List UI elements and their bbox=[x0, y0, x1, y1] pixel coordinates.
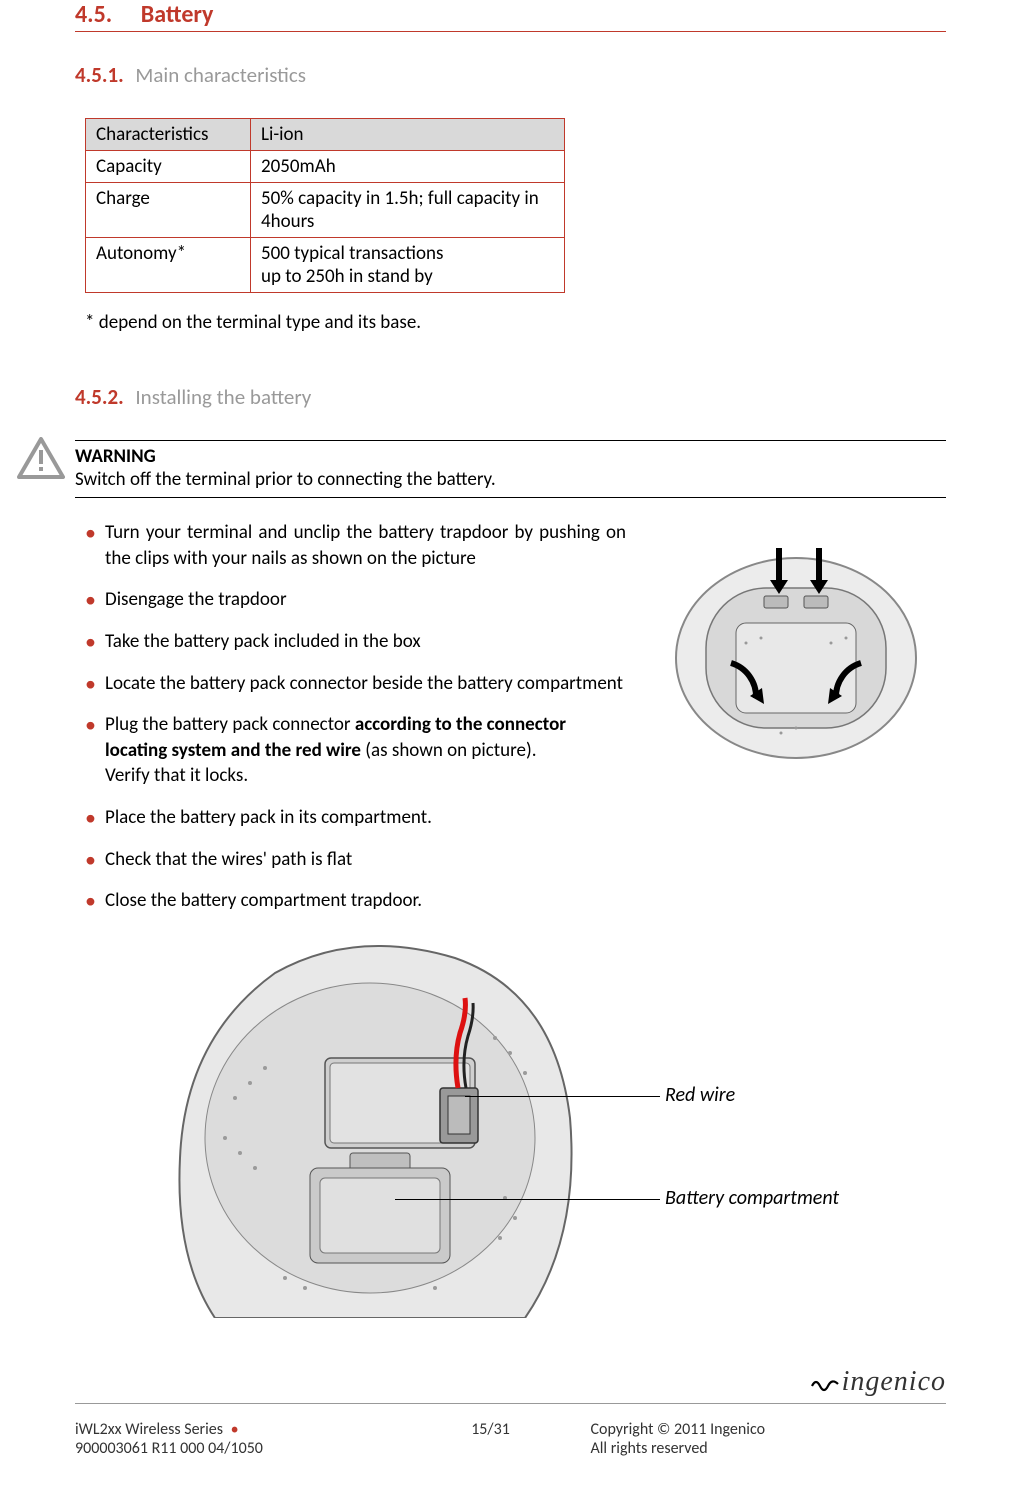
two-column-layout: Turn your terminal and unclip the batter… bbox=[75, 520, 946, 930]
table-cell-value: 2050mAh bbox=[251, 151, 565, 183]
list-item: Disengage the trapdoor bbox=[85, 587, 626, 613]
list-item: Close the battery compartment trapdoor. bbox=[85, 888, 626, 914]
callout-line-batcomp bbox=[395, 1199, 660, 1200]
table-cell-key: Charge bbox=[86, 183, 251, 238]
table-row: Capacity 2050mAh bbox=[86, 151, 565, 183]
step5-suffix: (as shown on picture). bbox=[361, 739, 537, 762]
warning-block: WARNING Switch off the terminal prior to… bbox=[75, 440, 946, 498]
footer-docnum: 900003061 R11 000 04/1050 bbox=[75, 1439, 263, 1458]
warning-title: WARNING bbox=[75, 445, 946, 468]
step5-verify: Verify that it locks. bbox=[105, 764, 248, 787]
table-header-row: Characteristics Li-ion bbox=[86, 119, 565, 151]
warning-icon bbox=[17, 437, 65, 487]
table-row: Charge 50% capacity in 1.5h; full capaci… bbox=[86, 183, 565, 238]
footer-product: iWL2xx Wireless Series bbox=[75, 1420, 223, 1439]
footer-bullet-icon: • bbox=[231, 1420, 239, 1439]
callout-battery-compartment: Battery compartment bbox=[665, 1186, 839, 1210]
table-header-right: Li-ion bbox=[251, 119, 565, 151]
section-number: 4.5. bbox=[75, 0, 112, 29]
footer-rights: All rights reserved bbox=[591, 1439, 708, 1458]
list-item: Check that the wires' path is flat bbox=[85, 847, 626, 873]
subsection-number-1: 4.5.1. bbox=[75, 62, 124, 88]
footer-logo-text: ingenico bbox=[842, 1366, 946, 1397]
callout-line-redwire bbox=[465, 1096, 660, 1097]
footer-center: 15/31 bbox=[431, 1420, 551, 1458]
list-item: Place the battery pack in its compartmen… bbox=[85, 805, 626, 831]
subsection-title-1: Main characteristics bbox=[135, 62, 306, 88]
subsection-number-2: 4.5.2. bbox=[75, 384, 124, 410]
list-item: Turn your terminal and unclip the batter… bbox=[85, 520, 626, 571]
footer-right: Copyright © 2011 Ingenico All rights res… bbox=[551, 1420, 947, 1458]
steps-column: Turn your terminal and unclip the batter… bbox=[75, 520, 626, 930]
install-steps-list: Turn your terminal and unclip the batter… bbox=[75, 520, 626, 914]
subsection-heading-1: 4.5.1. Main characteristics bbox=[75, 62, 946, 88]
step5-prefix: Plug the battery pack connector bbox=[105, 713, 355, 736]
section-title: Battery bbox=[141, 0, 214, 29]
table-cell-value: 500 typical transactions up to 250h in s… bbox=[251, 238, 565, 293]
characteristics-table: Characteristics Li-ion Capacity 2050mAh … bbox=[85, 118, 565, 293]
figure-1-column bbox=[646, 520, 946, 930]
table-header-left: Characteristics bbox=[86, 119, 251, 151]
footer-logo: ingenico bbox=[810, 1366, 946, 1398]
table-footnote: * depend on the terminal type and its ba… bbox=[85, 311, 946, 334]
warning-body: Switch off the terminal prior to connect… bbox=[75, 468, 946, 491]
footer-copyright: Copyright © 2011 Ingenico bbox=[591, 1420, 766, 1439]
table-cell-key: Autonomy* bbox=[86, 238, 251, 293]
figure-2-wrap: Red wire Battery compartment bbox=[155, 938, 855, 1318]
table-cell-key: Capacity bbox=[86, 151, 251, 183]
footer-left: iWL2xx Wireless Series • 900003061 R11 0… bbox=[75, 1420, 431, 1458]
list-item: Plug the battery pack connector accordin… bbox=[85, 712, 626, 789]
subsection-heading-2: 4.5.2. Installing the battery bbox=[75, 384, 946, 410]
table-row: Autonomy* 500 typical transactions up to… bbox=[86, 238, 565, 293]
battery-compartment-figure bbox=[155, 938, 585, 1318]
list-item: Locate the battery pack connector beside… bbox=[85, 671, 626, 697]
list-item: Take the battery pack included in the bo… bbox=[85, 629, 626, 655]
subsection-title-2: Installing the battery bbox=[135, 384, 311, 410]
table-cell-value: 50% capacity in 1.5h; full capacity in 4… bbox=[251, 183, 565, 238]
section-heading: 4.5. Battery bbox=[75, 0, 946, 32]
callout-red-wire: Red wire bbox=[665, 1083, 735, 1107]
page-footer: ingenico iWL2xx Wireless Series • 900003… bbox=[75, 1403, 946, 1458]
terminal-back-figure bbox=[646, 528, 946, 778]
